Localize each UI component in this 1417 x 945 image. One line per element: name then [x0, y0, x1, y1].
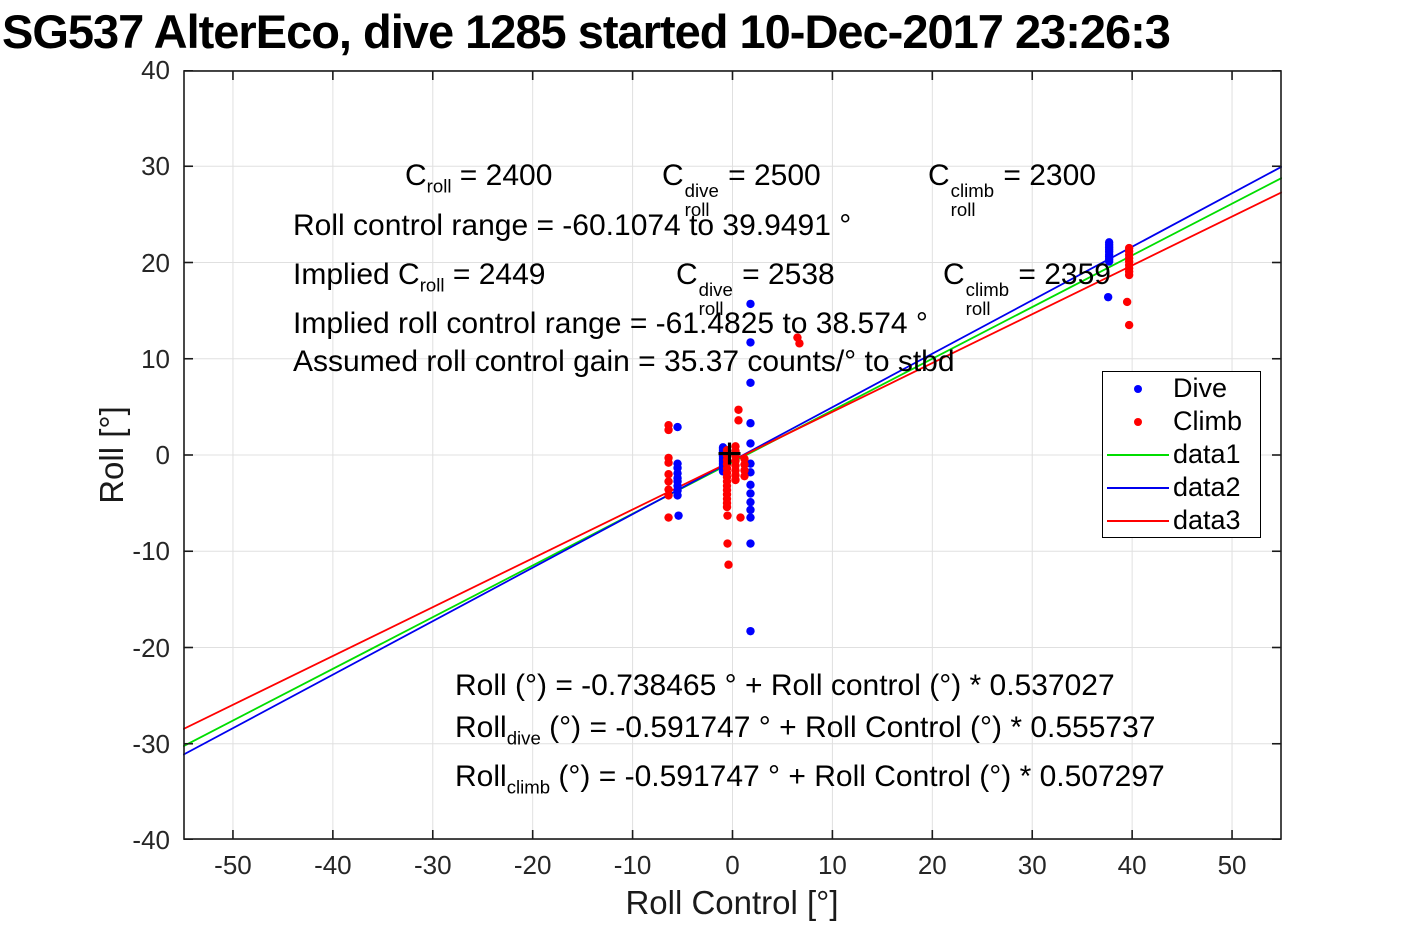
x-tick-label: 40: [1117, 850, 1147, 880]
x-tick-label: -30: [413, 850, 452, 880]
x-tick-label: -10: [613, 850, 652, 880]
x-axis-label: Roll Control [°]: [625, 884, 839, 921]
x-tick-label: 10: [817, 850, 847, 880]
y-tick-label: 40: [141, 55, 170, 85]
x-tick-label: 50: [1217, 850, 1247, 880]
annotation-implied-range: Implied roll control range = -61.4825 to…: [293, 307, 928, 340]
x-tick-label: 30: [1017, 850, 1047, 880]
legend: Dive Climb data1 data2 data3: [1102, 371, 1261, 538]
legend-entry: Dive: [1103, 372, 1260, 405]
annotation-implied-c: Implied Croll = 2449: [293, 258, 546, 296]
equation-fit-climb: Rollclimb (°) = -0.591747 ° + Roll Contr…: [455, 760, 1165, 798]
y-tick-label: 10: [141, 343, 170, 374]
y-tick-label: 0: [155, 440, 170, 470]
y-tick-label: 20: [141, 247, 170, 278]
plot-canvas: [183, 70, 1282, 840]
annotation-c-roll: Croll = 2400: [405, 159, 553, 197]
legend-line-marker: [1103, 453, 1173, 456]
y-tick-label: -10: [132, 536, 170, 567]
y-tick-label: -40: [132, 825, 170, 855]
legend-entry: data2: [1103, 471, 1260, 504]
x-tick-label: 20: [917, 850, 947, 880]
equation-fit-dive: Rolldive (°) = -0.591747 ° + Roll Contro…: [455, 711, 1156, 749]
legend-entry: data3: [1103, 504, 1260, 537]
x-tick-label: -50: [214, 850, 252, 880]
legend-label: Climb: [1173, 406, 1243, 436]
legend-label: data2: [1173, 472, 1241, 502]
y-tick-label: -30: [132, 728, 170, 759]
legend-label: Dive: [1173, 373, 1228, 403]
x-tick-label: -20: [513, 850, 552, 880]
legend-line-marker: [1103, 519, 1173, 522]
legend-line-marker: [1103, 486, 1173, 489]
figure-title: SG537 AlterEco, dive 1285 started 10-Dec…: [2, 5, 1171, 58]
x-tick-label: 0: [725, 850, 740, 880]
y-tick-label: 30: [141, 151, 170, 182]
legend-entry: Climb: [1103, 405, 1260, 438]
x-tick-label: -40: [314, 850, 352, 880]
annotation-gain: Assumed roll control gain = 35.37 counts…: [293, 345, 955, 378]
legend-label: data1: [1173, 439, 1241, 469]
equation-fit-all: Roll (°) = -0.738465 ° + Roll control (°…: [455, 669, 1115, 702]
legend-label: data3: [1173, 505, 1241, 535]
legend-entry: data1: [1103, 438, 1260, 471]
annotation-roll-range: Roll control range = -60.1074 to 39.9491…: [293, 209, 852, 242]
legend-dot-marker: [1103, 417, 1173, 426]
y-tick-label: -20: [132, 632, 170, 663]
legend-dot-marker: [1103, 384, 1173, 393]
